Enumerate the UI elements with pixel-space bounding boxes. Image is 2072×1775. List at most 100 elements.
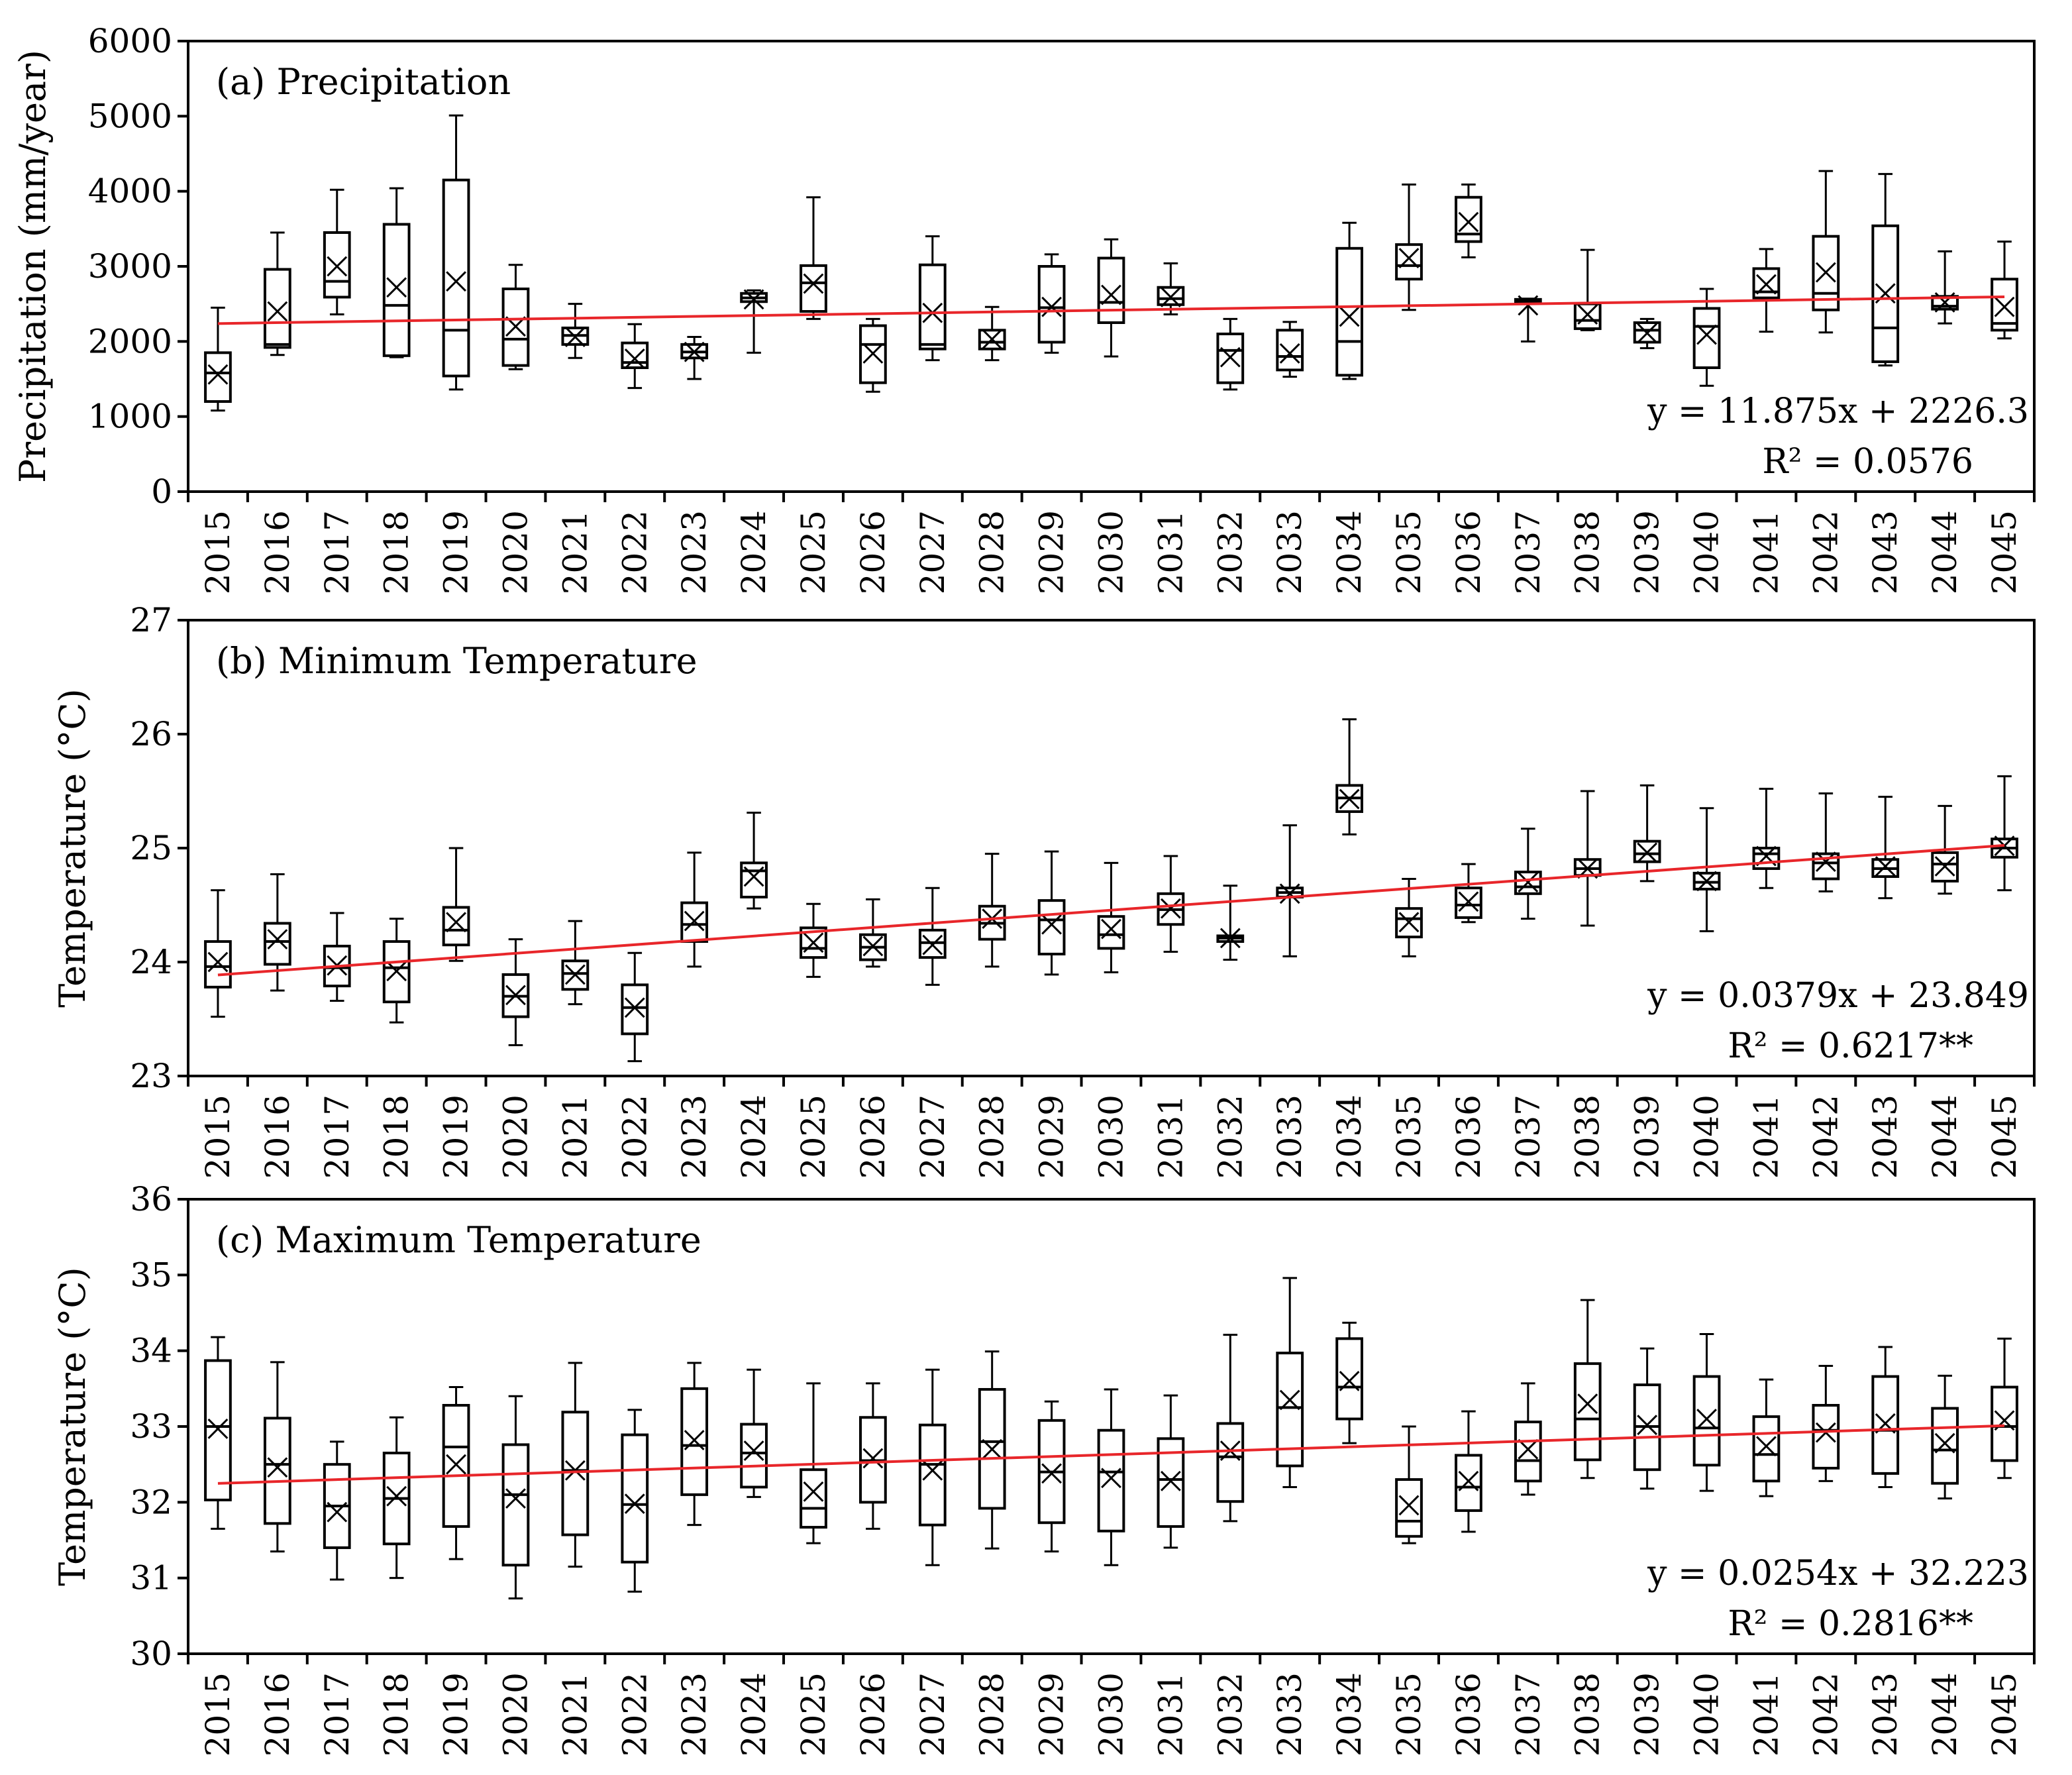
min-temperature-x-tick-label: 2035	[1390, 1095, 1428, 1179]
mean-marker	[1637, 323, 1658, 344]
precipitation-box-2020	[501, 264, 530, 370]
precipitation-x-tick-label: 2021	[556, 510, 594, 594]
iqr-box	[1335, 246, 1363, 377]
precipitation-box-2040	[1692, 288, 1721, 387]
max-temperature-x-tick-label: 2036	[1449, 1672, 1488, 1756]
precipitation-box-2045	[1991, 241, 2018, 340]
max-temperature-y-tick-label: 33	[130, 1407, 172, 1446]
min-temperature-x-tick-label: 2017	[318, 1095, 356, 1179]
precipitation-box-2044	[1931, 250, 1959, 325]
mean-marker	[1696, 324, 1717, 345]
iqr-box	[263, 268, 291, 349]
max-temperature-box-2028	[978, 1350, 1006, 1550]
mean-marker	[1458, 891, 1479, 912]
precipitation-box-2016	[263, 231, 291, 356]
min-temperature-panel: 23 24 25 26 27 2015 2016 2017 2018 2019 2020 2021 20…	[52, 601, 2036, 1179]
precipitation-trend-line	[217, 295, 2005, 325]
mean-marker	[1339, 788, 1360, 810]
precipitation-y-tick-label: 6000	[88, 22, 172, 60]
min-temperature-panel-title: (b) Minimum Temperature	[216, 640, 698, 682]
max-temperature-x-tick-label: 2017	[318, 1672, 356, 1756]
iqr-box	[1991, 278, 2018, 332]
min-temperature-box-2031	[1157, 855, 1185, 953]
max-temperature-x-tick-label: 2045	[1985, 1672, 2024, 1756]
precipitation-box-2018	[382, 187, 411, 358]
min-temperature-x-tick-label: 2023	[675, 1095, 713, 1179]
iqr-box	[1931, 1407, 1959, 1485]
mean-marker	[862, 936, 884, 957]
min-temperature-x-tick-label: 2027	[913, 1095, 952, 1179]
mean-marker	[207, 364, 229, 385]
max-temperature-x-tick-label: 2022	[615, 1672, 654, 1756]
precipitation-x-tick-label: 2018	[378, 510, 416, 594]
max-temperature-x-tick-label: 2029	[1033, 1672, 1071, 1756]
min-temperature-x-tick-label: 2026	[854, 1095, 892, 1179]
precipitation-box-2030	[1097, 238, 1125, 358]
precipitation-box-2024	[740, 289, 768, 354]
mean-marker	[505, 1488, 526, 1509]
max-temperature-box-2031	[1157, 1394, 1185, 1549]
mean-marker	[743, 289, 764, 310]
min-temperature-x-tick-label: 2019	[437, 1095, 476, 1179]
precipitation-x-tick-label: 2022	[615, 510, 654, 594]
mean-marker	[1458, 211, 1479, 233]
iqr-box	[1752, 1415, 1781, 1483]
mean-marker	[1279, 883, 1300, 904]
precipitation-y-tick-label: 4000	[88, 172, 172, 211]
precipitation-box-2023	[680, 336, 709, 380]
precipitation-box-2041	[1752, 248, 1781, 333]
max-temperature-box-2042	[1812, 1365, 1840, 1482]
precipitation-r-squared: R² = 0.0576	[1762, 442, 1973, 482]
max-temperature-x-tick-label: 2039	[1628, 1672, 1667, 1756]
precipitation-x-tick-label: 2031	[1151, 510, 1190, 594]
mean-marker	[1815, 262, 1836, 283]
max-temperature-box-2024	[740, 1368, 768, 1498]
max-temperature-x-tick-label: 2035	[1390, 1672, 1428, 1756]
max-temperature-x-tick-label: 2016	[258, 1672, 297, 1756]
min-temperature-x-tick-label: 2030	[1092, 1095, 1131, 1179]
max-temperature-box-2020	[501, 1395, 530, 1600]
precipitation-x-tick-label: 2020	[496, 510, 535, 594]
mean-marker	[1160, 1470, 1181, 1491]
mean-marker	[684, 1430, 705, 1450]
min-temperature-box-2040	[1692, 807, 1721, 933]
mean-marker	[1101, 284, 1121, 305]
mean-marker	[1398, 1495, 1420, 1516]
max-temperature-r-squared: R² = 0.2816**	[1728, 1604, 1973, 1644]
mean-marker	[624, 348, 645, 369]
min-temperature-x-tick-label: 2036	[1449, 1095, 1488, 1179]
precipitation-x-tick-label: 2038	[1569, 510, 1607, 594]
mean-marker	[1518, 295, 1539, 316]
min-temperature-box-2035	[1395, 877, 1423, 957]
max-temperature-panel-title: (c) Maximum Temperature	[216, 1219, 701, 1261]
precipitation-box-2025	[800, 196, 827, 320]
mean-marker	[922, 1460, 943, 1481]
mean-marker	[267, 929, 288, 950]
precipitation-box-2026	[859, 317, 887, 393]
precipitation-x-tick-label: 2041	[1747, 510, 1785, 594]
iqr-box	[918, 263, 947, 350]
min-temperature-x-tick-label: 2040	[1688, 1095, 1726, 1179]
precipitation-x-tick-label: 2025	[794, 510, 833, 594]
mean-marker	[1577, 304, 1598, 325]
min-temperature-x-tick-label: 2033	[1270, 1095, 1309, 1179]
max-temperature-x-tick-label: 2018	[378, 1672, 416, 1756]
precipitation-x-tick-label: 2030	[1092, 510, 1131, 594]
min-temperature-y-axis-title: Temperature (°C)	[52, 688, 93, 1007]
min-temperature-box-2020	[501, 938, 530, 1047]
max-temperature-panel: 30 31 32 33 34 35 36 2015 2016 2017 2018 2019 2020 20…	[52, 1180, 2036, 1756]
mean-marker	[386, 961, 407, 982]
min-temperature-box-2037	[1514, 828, 1542, 920]
iqr-box	[1573, 302, 1602, 331]
max-temperature-box-2043	[1871, 1346, 1900, 1488]
mean-marker	[1160, 287, 1181, 307]
precipitation-x-tick-label: 2043	[1866, 510, 1904, 594]
min-temperature-x-tick-label: 2018	[378, 1095, 416, 1179]
max-temperature-x-tick-label: 2023	[675, 1672, 713, 1756]
min-temperature-y-tick-label: 25	[130, 829, 172, 867]
mean-marker	[803, 1481, 824, 1502]
max-temperature-y-tick-label: 35	[130, 1256, 172, 1294]
min-temperature-x-tick-label: 2041	[1747, 1095, 1785, 1179]
mean-marker	[1756, 274, 1777, 295]
